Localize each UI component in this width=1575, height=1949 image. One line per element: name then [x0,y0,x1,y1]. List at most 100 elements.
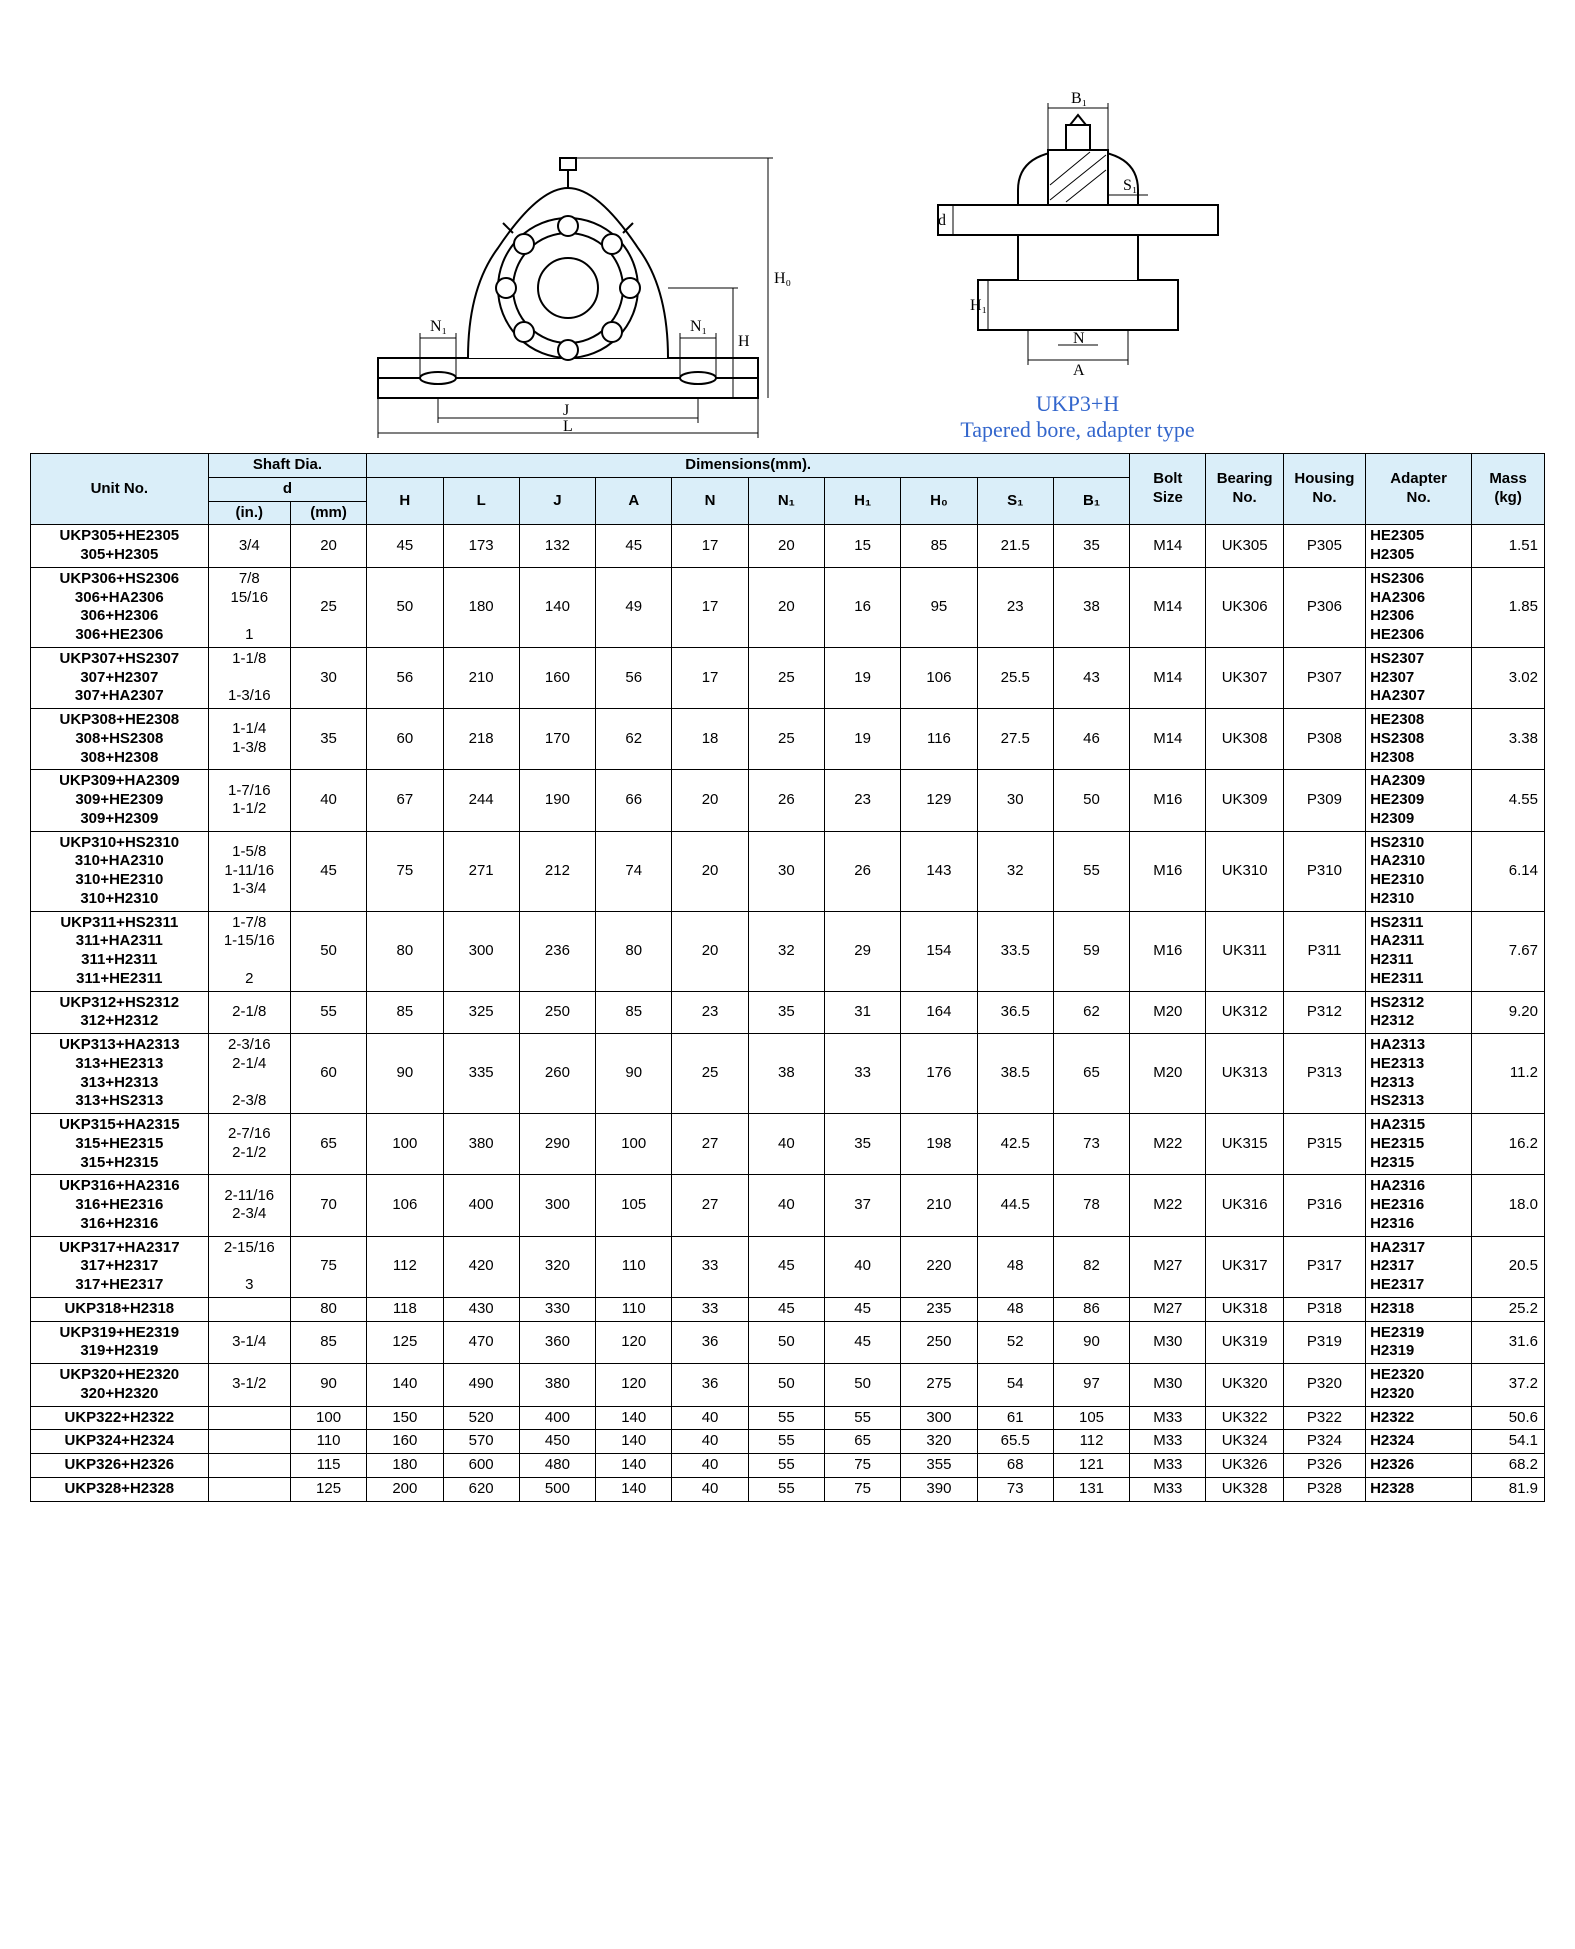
bearing-no: UK317 [1206,1236,1283,1297]
dim-A: 49 [596,567,672,647]
dim-J: 260 [519,1034,595,1114]
dim-S1: 32 [977,831,1053,911]
shaft-mm: 80 [290,1297,366,1321]
dim-Ho: 95 [901,567,977,647]
dim-N1: 20 [748,525,824,568]
dim-B1: 90 [1053,1321,1129,1364]
dim-Ho: 220 [901,1236,977,1297]
dim-H: 50 [367,567,443,647]
dim-N: 36 [672,1321,748,1364]
dim-J: 360 [519,1321,595,1364]
adapter-no: HA2316 HE2316 H2316 [1366,1175,1472,1236]
svg-text:L: L [563,418,573,435]
shaft-mm: 40 [290,770,366,831]
svg-text:H₀: H₀ [774,270,791,287]
dim-J: 480 [519,1454,595,1478]
shaft-in: 3-1/2 [208,1364,290,1407]
dim-Ho: 275 [901,1364,977,1407]
shaft-mm: 55 [290,991,366,1034]
dim-H1: 19 [824,647,900,708]
dim-N: 17 [672,525,748,568]
dim-L: 380 [443,1114,519,1175]
dim-N1: 55 [748,1406,824,1430]
dim-Ho: 198 [901,1114,977,1175]
hdr-dims: Dimensions(mm). [367,454,1130,478]
unit-no: UKP315+HA2315 315+HE2315 315+H2315 [31,1114,209,1175]
dim-A: 120 [596,1321,672,1364]
dim-N: 20 [672,831,748,911]
dim-H1: 15 [824,525,900,568]
adapter-no: HS2311 HA2311 H2311 HE2311 [1366,911,1472,991]
dim-H1: 50 [824,1364,900,1407]
bearing-no: UK322 [1206,1406,1283,1430]
dim-S1: 65.5 [977,1430,1053,1454]
dim-N: 25 [672,1034,748,1114]
housing-no: P319 [1283,1321,1365,1364]
dim-H: 60 [367,709,443,770]
dim-H1: 65 [824,1430,900,1454]
bolt-size: M33 [1130,1430,1206,1454]
dim-L: 271 [443,831,519,911]
shaft-in: 3-1/4 [208,1321,290,1364]
shaft-mm: 75 [290,1236,366,1297]
unit-no: UKP319+HE2319 319+H2319 [31,1321,209,1364]
bolt-size: M33 [1130,1477,1206,1501]
hdr-N1: N₁ [748,477,824,525]
housing-no: P322 [1283,1406,1365,1430]
shaft-mm: 85 [290,1321,366,1364]
dim-H1: 55 [824,1406,900,1430]
mass: 11.2 [1472,1034,1545,1114]
bearing-no: UK328 [1206,1477,1283,1501]
mass: 4.55 [1472,770,1545,831]
dim-H1: 19 [824,709,900,770]
dim-S1: 52 [977,1321,1053,1364]
adapter-no: HS2307 H2307 HA2307 [1366,647,1472,708]
table-row: UKP316+HA2316 316+HE2316 316+H23162-11/1… [31,1175,1545,1236]
shaft-in [208,1477,290,1501]
housing-no: P318 [1283,1297,1365,1321]
hdr-adapter: Adapter No. [1366,454,1472,525]
dim-B1: 35 [1053,525,1129,568]
dim-H1: 23 [824,770,900,831]
table-row: UKP313+HA2313 313+HE2313 313+H2313 313+H… [31,1034,1545,1114]
hdr-mass: Mass (kg) [1472,454,1545,525]
shaft-in [208,1406,290,1430]
bearing-no: UK313 [1206,1034,1283,1114]
dim-L: 520 [443,1406,519,1430]
hdr-N: N [672,477,748,525]
dim-N: 33 [672,1236,748,1297]
mass: 6.14 [1472,831,1545,911]
bolt-size: M30 [1130,1364,1206,1407]
product-caption: UKP3+H Tapered bore, adapter type [918,391,1238,443]
shaft-in [208,1430,290,1454]
dim-H: 100 [367,1114,443,1175]
table-row: UKP306+HS2306 306+HA2306 306+H2306 306+H… [31,567,1545,647]
bolt-size: M14 [1130,525,1206,568]
dim-H: 45 [367,525,443,568]
dim-A: 140 [596,1406,672,1430]
bolt-size: M22 [1130,1114,1206,1175]
dim-H: 160 [367,1430,443,1454]
mass: 50.6 [1472,1406,1545,1430]
bolt-size: M27 [1130,1236,1206,1297]
unit-no: UKP326+H2326 [31,1454,209,1478]
svg-text:J: J [563,402,569,419]
table-row: UKP315+HA2315 315+HE2315 315+H23152-7/16… [31,1114,1545,1175]
svg-text:H₁: H₁ [970,297,987,314]
dim-N: 36 [672,1364,748,1407]
hdr-S1: S₁ [977,477,1053,525]
dim-H1: 40 [824,1236,900,1297]
dim-J: 160 [519,647,595,708]
housing-no: P317 [1283,1236,1365,1297]
hdr-shaft: Shaft Dia. [208,454,367,478]
dim-N1: 40 [748,1114,824,1175]
dim-H1: 16 [824,567,900,647]
adapter-no: H2328 [1366,1477,1472,1501]
dim-L: 300 [443,911,519,991]
dim-N1: 32 [748,911,824,991]
svg-text:S₁: S₁ [1123,177,1137,194]
shaft-mm: 125 [290,1477,366,1501]
dim-J: 212 [519,831,595,911]
hdr-in: (in.) [208,501,290,525]
shaft-mm: 20 [290,525,366,568]
